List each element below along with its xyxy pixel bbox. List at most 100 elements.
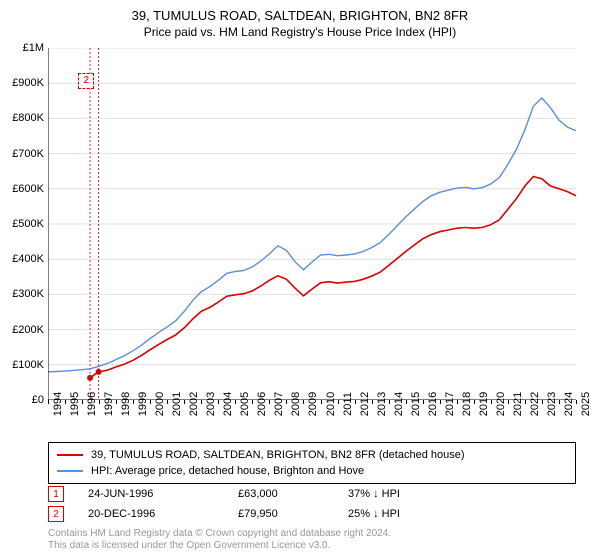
- x-tick: [491, 400, 492, 404]
- x-tick-label: 2011: [342, 392, 354, 416]
- sale-date: 24-JUN-1996: [88, 488, 238, 500]
- x-tick-label: 2022: [529, 392, 541, 416]
- x-tick: [440, 400, 441, 404]
- x-tick-label: 2014: [393, 392, 405, 416]
- sale-marker-label: 2: [78, 73, 94, 89]
- sale-pct-vs-hpi: 25% ↓ HPI: [348, 508, 468, 520]
- plot-svg: [48, 48, 576, 400]
- y-tick-label: £500K: [12, 218, 44, 230]
- x-tick-label: 1997: [103, 392, 115, 416]
- legend-swatch: [57, 454, 83, 456]
- sale-price: £79,950: [238, 508, 348, 520]
- y-tick-label: £200K: [12, 324, 44, 336]
- y-tick-label: £0: [32, 394, 44, 406]
- x-tick-label: 2001: [171, 392, 183, 416]
- x-tick-label: 2015: [410, 392, 422, 416]
- sale-pct-vs-hpi: 37% ↓ HPI: [348, 488, 468, 500]
- x-tick: [65, 400, 66, 404]
- x-tick-label: 2013: [376, 392, 388, 416]
- x-tick-label: 2012: [359, 392, 371, 416]
- x-tick: [48, 400, 49, 404]
- chart-container: 39, TUMULUS ROAD, SALTDEAN, BRIGHTON, BN…: [0, 0, 600, 560]
- x-tick-label: 2024: [563, 392, 575, 416]
- y-tick-label: £300K: [12, 288, 44, 300]
- sales-table: 1 24-JUN-1996£63,00037% ↓ HPI 2 20-DEC-1996…: [48, 484, 576, 524]
- sale-row: 2 20-DEC-1996£79,95025% ↓ HPI: [48, 504, 576, 524]
- y-tick-label: £600K: [12, 183, 44, 195]
- x-tick: [303, 400, 304, 404]
- x-tick-label: 2025: [580, 392, 592, 416]
- x-axis: 1994199519961997199819992000200120022003…: [48, 400, 576, 440]
- x-tick: [508, 400, 509, 404]
- x-tick-label: 2018: [461, 392, 473, 416]
- x-tick-label: 2021: [512, 392, 524, 416]
- x-tick: [457, 400, 458, 404]
- x-tick-label: 2003: [205, 392, 217, 416]
- x-tick: [338, 400, 339, 404]
- license-text: Contains HM Land Registry data © Crown c…: [48, 528, 576, 552]
- x-tick-label: 2009: [307, 392, 319, 416]
- y-tick-label: £100K: [12, 359, 44, 371]
- x-tick: [150, 400, 151, 404]
- plot-area: 12: [48, 48, 576, 400]
- x-tick-label: 2007: [273, 392, 285, 416]
- x-tick-label: 1996: [86, 392, 98, 416]
- legend-swatch: [57, 470, 83, 472]
- chart-subtitle: Price paid vs. HM Land Registry's House …: [0, 25, 600, 39]
- x-tick: [321, 400, 322, 404]
- x-tick: [406, 400, 407, 404]
- x-tick: [269, 400, 270, 404]
- x-tick-label: 2020: [495, 392, 507, 416]
- x-tick-label: 2017: [444, 392, 456, 416]
- x-tick: [372, 400, 373, 404]
- x-tick-label: 2023: [546, 392, 558, 416]
- legend-item: 39, TUMULUS ROAD, SALTDEAN, BRIGHTON, BN…: [57, 447, 567, 463]
- legend-label: HPI: Average price, detached house, Brig…: [91, 465, 364, 477]
- legend: 39, TUMULUS ROAD, SALTDEAN, BRIGHTON, BN…: [48, 442, 576, 484]
- x-tick-label: 1994: [52, 392, 64, 416]
- x-tick: [218, 400, 219, 404]
- sale-index: 2: [48, 506, 64, 522]
- x-tick: [184, 400, 185, 404]
- x-tick-label: 2010: [325, 392, 337, 416]
- x-tick: [286, 400, 287, 404]
- x-tick-label: 2004: [222, 392, 234, 416]
- y-axis: £0£100K£200K£300K£400K£500K£600K£700K£80…: [0, 48, 48, 400]
- x-tick: [542, 400, 543, 404]
- x-tick-label: 1995: [69, 392, 81, 416]
- x-tick: [167, 400, 168, 404]
- x-tick-label: 1999: [137, 392, 149, 416]
- x-tick-label: 2002: [188, 392, 200, 416]
- x-tick-label: 1998: [120, 392, 132, 416]
- x-tick-label: 2006: [256, 392, 268, 416]
- license-line2: This data is licensed under the Open Gov…: [48, 540, 576, 552]
- y-tick-label: £700K: [12, 148, 44, 160]
- y-tick-label: £1M: [23, 42, 44, 54]
- x-tick: [99, 400, 100, 404]
- sale-price: £63,000: [238, 488, 348, 500]
- x-tick: [355, 400, 356, 404]
- x-tick: [389, 400, 390, 404]
- x-tick: [423, 400, 424, 404]
- y-tick-label: £900K: [12, 77, 44, 89]
- legend-label: 39, TUMULUS ROAD, SALTDEAN, BRIGHTON, BN…: [91, 449, 465, 461]
- sale-row: 1 24-JUN-1996£63,00037% ↓ HPI: [48, 484, 576, 504]
- sale-index: 1: [48, 486, 64, 502]
- license-line1: Contains HM Land Registry data © Crown c…: [48, 528, 576, 540]
- x-tick-label: 2000: [154, 392, 166, 416]
- x-tick-label: 2019: [478, 392, 490, 416]
- x-tick: [82, 400, 83, 404]
- x-tick: [474, 400, 475, 404]
- x-tick: [525, 400, 526, 404]
- chart-title: 39, TUMULUS ROAD, SALTDEAN, BRIGHTON, BN…: [0, 8, 600, 23]
- x-tick: [252, 400, 253, 404]
- x-tick-label: 2005: [239, 392, 251, 416]
- x-tick-label: 2008: [290, 392, 302, 416]
- x-tick-label: 2016: [427, 392, 439, 416]
- legend-item: HPI: Average price, detached house, Brig…: [57, 463, 567, 479]
- x-tick: [201, 400, 202, 404]
- x-tick: [576, 400, 577, 404]
- sale-date: 20-DEC-1996: [88, 508, 238, 520]
- x-tick: [559, 400, 560, 404]
- x-tick: [235, 400, 236, 404]
